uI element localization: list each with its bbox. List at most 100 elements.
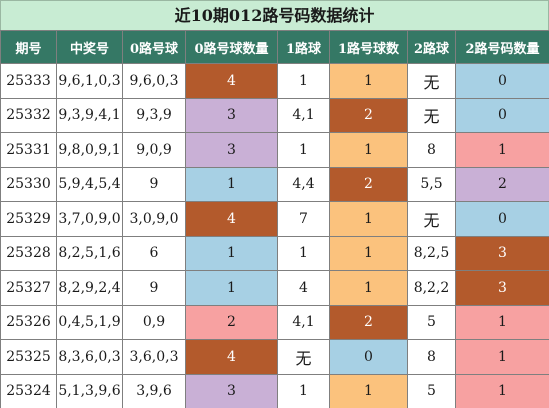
r1-balls-cell: 1 bbox=[277, 63, 330, 99]
r1-balls-cell: 1 bbox=[277, 235, 330, 271]
numbers-cell: 0,4,5,1,9 bbox=[56, 304, 123, 340]
r1-balls-cell: 4,4 bbox=[277, 166, 330, 202]
r0-balls-cell: 9,0,9 bbox=[122, 132, 186, 168]
r2-count-cell: 2 bbox=[455, 166, 549, 202]
r2-balls-cell: 无 bbox=[407, 201, 456, 237]
r1-count-cell: 1 bbox=[329, 373, 408, 408]
r0-balls-cell: 0,9 bbox=[122, 304, 186, 340]
numbers-cell: 8,2,9,2,4 bbox=[56, 270, 123, 306]
r1-count-cell: 1 bbox=[329, 235, 408, 271]
r2-balls-cell: 5 bbox=[407, 304, 456, 340]
r2-count-cell: 0 bbox=[455, 97, 549, 133]
r1-count-cell: 1 bbox=[329, 63, 408, 99]
r2-count-cell: 1 bbox=[455, 373, 549, 408]
numbers-cell: 3,7,0,9,0 bbox=[56, 201, 123, 237]
header-numbers: 中奖号 bbox=[56, 30, 123, 64]
r1-count-cell: 1 bbox=[329, 132, 408, 168]
r1-count-cell: 2 bbox=[329, 97, 408, 133]
r2-balls-cell: 8,2,5 bbox=[407, 235, 456, 271]
r2-balls-cell: 8,2,2 bbox=[407, 270, 456, 306]
r2-balls-cell: 5,5 bbox=[407, 166, 456, 202]
issue-cell: 25327 bbox=[0, 270, 57, 306]
numbers-cell: 9,6,1,0,3 bbox=[56, 63, 123, 99]
r1-count-cell: 0 bbox=[329, 339, 408, 375]
r2-count-cell: 0 bbox=[455, 201, 549, 237]
r2-count-cell: 1 bbox=[455, 339, 549, 375]
r0-count-cell: 1 bbox=[185, 270, 278, 306]
header-r1-balls: 1路球 bbox=[277, 30, 330, 64]
r1-count-cell: 2 bbox=[329, 304, 408, 340]
r0-balls-cell: 9,6,0,3 bbox=[122, 63, 186, 99]
table-row: 25327 8,2,9,2,4 9 1 4 1 8,2,2 3 bbox=[0, 270, 549, 306]
r2-balls-cell: 8 bbox=[407, 339, 456, 375]
r0-balls-cell: 9 bbox=[122, 270, 186, 306]
r0-count-cell: 4 bbox=[185, 201, 278, 237]
issue-cell: 25331 bbox=[0, 132, 57, 168]
r1-balls-cell: 4 bbox=[277, 270, 330, 306]
table-row: 25326 0,4,5,1,9 0,9 2 4,1 2 5 1 bbox=[0, 304, 549, 340]
numbers-cell: 9,8,0,9,1 bbox=[56, 132, 123, 168]
header-r1-count: 1路号球数 bbox=[329, 30, 408, 64]
stats-table: 期号 中奖号 0路号球 0路号球数量 1路球 1路号球数 2路球 2路号码数量 … bbox=[0, 30, 549, 408]
issue-cell: 25325 bbox=[0, 339, 57, 375]
r2-count-cell: 1 bbox=[455, 132, 549, 168]
r1-balls-cell: 1 bbox=[277, 373, 330, 408]
r2-balls-cell: 5 bbox=[407, 373, 456, 408]
header-issue: 期号 bbox=[0, 30, 57, 64]
issue-cell: 25333 bbox=[0, 63, 57, 99]
table-row: 25332 9,3,9,4,1 9,3,9 3 4,1 2 无 0 bbox=[0, 97, 549, 133]
r0-count-cell: 3 bbox=[185, 132, 278, 168]
numbers-cell: 9,3,9,4,1 bbox=[56, 97, 123, 133]
issue-cell: 25332 bbox=[0, 97, 57, 133]
header-r0-balls: 0路号球 bbox=[122, 30, 186, 64]
r1-count-cell: 1 bbox=[329, 270, 408, 306]
numbers-cell: 5,9,4,5,4 bbox=[56, 166, 123, 202]
table-row: 25324 5,1,3,9,6 3,9,6 3 1 1 5 1 bbox=[0, 373, 549, 408]
table-row: 25329 3,7,0,9,0 3,0,9,0 4 7 1 无 0 bbox=[0, 201, 549, 237]
r1-balls-cell: 4,1 bbox=[277, 97, 330, 133]
issue-cell: 25328 bbox=[0, 235, 57, 271]
numbers-cell: 5,1,3,9,6 bbox=[56, 373, 123, 408]
r0-count-cell: 1 bbox=[185, 235, 278, 271]
r0-count-cell: 1 bbox=[185, 166, 278, 202]
header-r0-count: 0路号球数量 bbox=[185, 30, 278, 64]
issue-cell: 25324 bbox=[0, 373, 57, 408]
numbers-cell: 8,3,6,0,3 bbox=[56, 339, 123, 375]
r2-balls-cell: 无 bbox=[407, 97, 456, 133]
r0-balls-cell: 3,0,9,0 bbox=[122, 201, 186, 237]
issue-cell: 25330 bbox=[0, 166, 57, 202]
r1-count-cell: 1 bbox=[329, 201, 408, 237]
r0-count-cell: 4 bbox=[185, 63, 278, 99]
r0-count-cell: 3 bbox=[185, 97, 278, 133]
issue-cell: 25329 bbox=[0, 201, 57, 237]
table-row: 25328 8,2,5,1,6 6 1 1 1 8,2,5 3 bbox=[0, 235, 549, 271]
table-row: 25331 9,8,0,9,1 9,0,9 3 1 1 8 1 bbox=[0, 132, 549, 168]
r0-count-cell: 3 bbox=[185, 373, 278, 408]
r2-balls-cell: 8 bbox=[407, 132, 456, 168]
issue-cell: 25326 bbox=[0, 304, 57, 340]
r0-balls-cell: 3,6,0,3 bbox=[122, 339, 186, 375]
numbers-cell: 8,2,5,1,6 bbox=[56, 235, 123, 271]
r0-balls-cell: 3,9,6 bbox=[122, 373, 186, 408]
r0-balls-cell: 9,3,9 bbox=[122, 97, 186, 133]
r2-count-cell: 0 bbox=[455, 63, 549, 99]
table-row: 25325 8,3,6,0,3 3,6,0,3 4 无 0 8 1 bbox=[0, 339, 549, 375]
r0-balls-cell: 9 bbox=[122, 166, 186, 202]
header-r2-balls: 2路球 bbox=[407, 30, 456, 64]
r1-balls-cell: 无 bbox=[277, 339, 330, 375]
table-row: 25333 9,6,1,0,3 9,6,0,3 4 1 1 无 0 bbox=[0, 63, 549, 99]
r0-balls-cell: 6 bbox=[122, 235, 186, 271]
table-title: 近10期012路号码数据统计 bbox=[0, 0, 549, 30]
r1-balls-cell: 7 bbox=[277, 201, 330, 237]
r1-count-cell: 2 bbox=[329, 166, 408, 202]
r0-count-cell: 2 bbox=[185, 304, 278, 340]
r2-count-cell: 3 bbox=[455, 270, 549, 306]
r2-count-cell: 3 bbox=[455, 235, 549, 271]
r2-balls-cell: 无 bbox=[407, 63, 456, 99]
table-row: 25330 5,9,4,5,4 9 1 4,4 2 5,5 2 bbox=[0, 166, 549, 202]
r1-balls-cell: 1 bbox=[277, 132, 330, 168]
r2-count-cell: 1 bbox=[455, 304, 549, 340]
header-r2-count: 2路号码数量 bbox=[455, 30, 549, 64]
r1-balls-cell: 4,1 bbox=[277, 304, 330, 340]
